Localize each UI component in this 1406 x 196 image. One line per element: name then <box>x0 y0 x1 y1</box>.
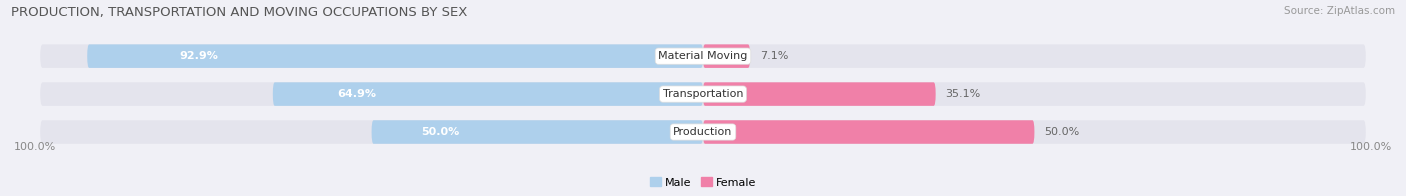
FancyBboxPatch shape <box>87 44 703 68</box>
Text: 35.1%: 35.1% <box>946 89 981 99</box>
Text: Source: ZipAtlas.com: Source: ZipAtlas.com <box>1284 6 1395 16</box>
FancyBboxPatch shape <box>41 120 1365 144</box>
FancyBboxPatch shape <box>371 120 703 144</box>
Text: 100.0%: 100.0% <box>14 142 56 152</box>
Text: 92.9%: 92.9% <box>180 51 218 61</box>
FancyBboxPatch shape <box>41 82 1365 106</box>
Legend: Male, Female: Male, Female <box>645 173 761 192</box>
FancyBboxPatch shape <box>703 120 1035 144</box>
Text: PRODUCTION, TRANSPORTATION AND MOVING OCCUPATIONS BY SEX: PRODUCTION, TRANSPORTATION AND MOVING OC… <box>11 6 468 19</box>
Text: 50.0%: 50.0% <box>1045 127 1080 137</box>
Text: 100.0%: 100.0% <box>1350 142 1392 152</box>
FancyBboxPatch shape <box>703 82 935 106</box>
Text: Transportation: Transportation <box>662 89 744 99</box>
FancyBboxPatch shape <box>41 44 1365 68</box>
Text: Production: Production <box>673 127 733 137</box>
Text: 7.1%: 7.1% <box>761 51 789 61</box>
Text: 64.9%: 64.9% <box>337 89 377 99</box>
FancyBboxPatch shape <box>703 44 749 68</box>
Text: Material Moving: Material Moving <box>658 51 748 61</box>
FancyBboxPatch shape <box>273 82 703 106</box>
Text: 50.0%: 50.0% <box>422 127 460 137</box>
